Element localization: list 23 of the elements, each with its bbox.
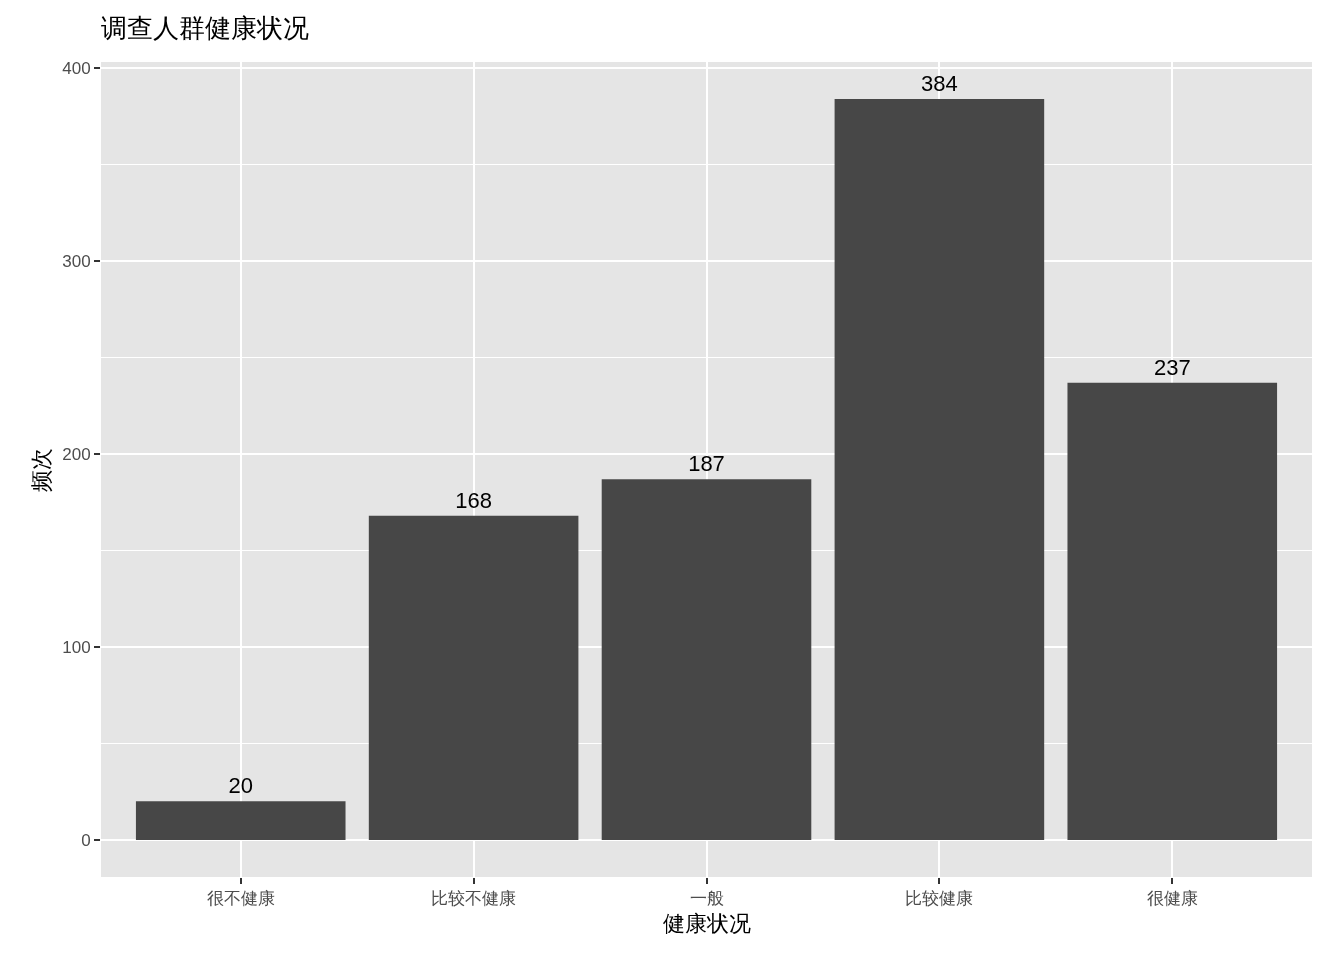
data-label: 168 (455, 487, 492, 513)
data-label: 384 (921, 71, 958, 97)
y-axis-title: 频次 (29, 447, 55, 492)
data-label: 187 (688, 451, 725, 477)
data-label: 237 (1153, 354, 1191, 380)
chart-title: 调查人群健康状况 (101, 13, 309, 44)
y-tick-label: 400 (62, 59, 91, 79)
bar (1067, 382, 1278, 840)
x-tick-label: 很健康 (1146, 889, 1198, 909)
y-tick-label: 0 (81, 830, 91, 850)
x-axis-title: 健康状况 (662, 911, 751, 937)
bar (135, 801, 346, 840)
bar (601, 479, 812, 840)
y-tick-label: 300 (62, 252, 91, 272)
x-tick-label: 比较不健康 (431, 889, 517, 909)
x-tick-label: 一般 (689, 889, 724, 909)
y-tick-label: 200 (62, 445, 91, 465)
y-tick-label: 100 (62, 637, 91, 657)
bar (834, 99, 1045, 840)
data-label: 20 (228, 773, 253, 799)
bar (368, 515, 579, 840)
x-tick-label: 很不健康 (206, 889, 275, 909)
x-tick-label: 比较健康 (905, 889, 974, 909)
